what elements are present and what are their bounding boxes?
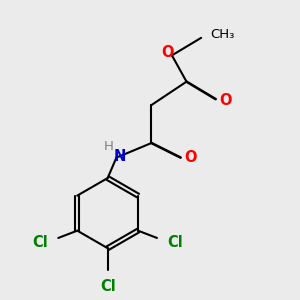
Text: CH₃: CH₃ [210, 28, 234, 41]
Text: O: O [161, 45, 174, 60]
Text: H: H [104, 140, 114, 153]
Text: Cl: Cl [100, 279, 116, 294]
Text: O: O [185, 150, 197, 165]
Text: O: O [220, 93, 232, 108]
Text: Cl: Cl [167, 235, 183, 250]
Text: N: N [113, 149, 125, 164]
Text: Cl: Cl [32, 235, 48, 250]
